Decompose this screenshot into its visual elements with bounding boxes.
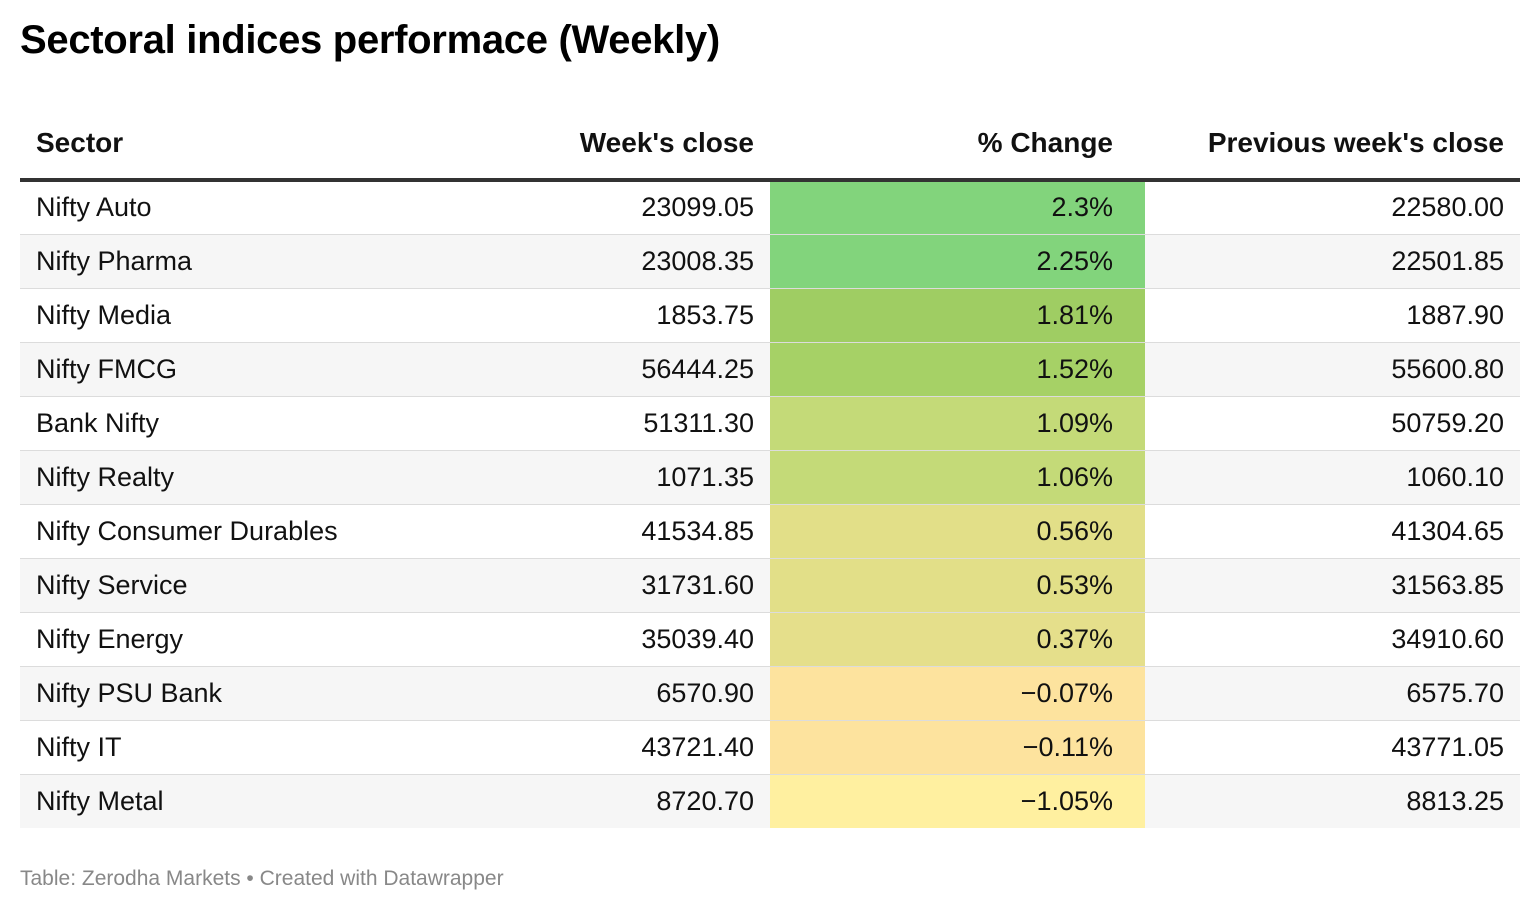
cell-previous-close: 43771.05: [1145, 720, 1520, 775]
cell-weeks-close: 51311.30: [395, 396, 770, 451]
cell-sector: Nifty Realty: [20, 450, 395, 505]
cell-previous-close: 22501.85: [1145, 234, 1520, 289]
cell-weeks-close: 43721.40: [395, 720, 770, 775]
table-row: Nifty PSU Bank 6570.90 −0.07% 6575.70: [20, 666, 1520, 721]
cell-sector: Bank Nifty: [20, 396, 395, 451]
cell-weeks-close: 56444.25: [395, 342, 770, 397]
cell-weeks-close: 8720.70: [395, 774, 770, 828]
cell-percent-change: 0.56%: [770, 504, 1145, 559]
cell-previous-close: 1060.10: [1145, 450, 1520, 505]
cell-percent-change: 0.53%: [770, 558, 1145, 613]
cell-weeks-close: 1853.75: [395, 288, 770, 343]
cell-previous-close: 8813.25: [1145, 774, 1520, 828]
cell-sector: Nifty Service: [20, 558, 395, 613]
table-header: Sector Week's close % Change Previous we…: [20, 108, 1520, 182]
cell-percent-change: 2.3%: [770, 180, 1145, 235]
cell-sector: Nifty Metal: [20, 774, 395, 828]
cell-sector: Nifty PSU Bank: [20, 666, 395, 721]
cell-previous-close: 34910.60: [1145, 612, 1520, 667]
cell-weeks-close: 41534.85: [395, 504, 770, 559]
table-row: Bank Nifty 51311.30 1.09% 50759.20: [20, 396, 1520, 451]
cell-percent-change: 1.09%: [770, 396, 1145, 451]
table-row: Nifty Service 31731.60 0.53% 31563.85: [20, 558, 1520, 613]
cell-sector: Nifty FMCG: [20, 342, 395, 397]
sector-table: Sector Week's close % Change Previous we…: [20, 108, 1520, 828]
table-row: Nifty Realty 1071.35 1.06% 1060.10: [20, 450, 1520, 505]
table-row: Nifty FMCG 56444.25 1.52% 55600.80: [20, 342, 1520, 397]
table-row: Nifty IT 43721.40 −0.11% 43771.05: [20, 720, 1520, 775]
cell-previous-close: 50759.20: [1145, 396, 1520, 451]
table-row: Nifty Media 1853.75 1.81% 1887.90: [20, 288, 1520, 343]
cell-previous-close: 41304.65: [1145, 504, 1520, 559]
cell-percent-change: 1.52%: [770, 342, 1145, 397]
header-row: Sector Week's close % Change Previous we…: [20, 108, 1520, 182]
cell-percent-change: 2.25%: [770, 234, 1145, 289]
cell-percent-change: 1.81%: [770, 288, 1145, 343]
cell-percent-change: 0.37%: [770, 612, 1145, 667]
header-previous-close: Previous week's close: [1145, 108, 1520, 182]
cell-weeks-close: 23099.05: [395, 180, 770, 235]
cell-sector: Nifty Energy: [20, 612, 395, 667]
cell-weeks-close: 1071.35: [395, 450, 770, 505]
table-row: Nifty Consumer Durables 41534.85 0.56% 4130…: [20, 504, 1520, 559]
header-weeks-close: Week's close: [395, 108, 770, 182]
cell-weeks-close: 31731.60: [395, 558, 770, 613]
sector-table-container: Sector Week's close % Change Previous we…: [20, 108, 1520, 828]
cell-previous-close: 55600.80: [1145, 342, 1520, 397]
cell-weeks-close: 23008.35: [395, 234, 770, 289]
cell-sector: Nifty IT: [20, 720, 395, 775]
table-row: Nifty Energy 35039.40 0.37% 34910.60: [20, 612, 1520, 667]
table-row: Nifty Metal 8720.70 −1.05% 8813.25: [20, 774, 1520, 828]
cell-sector: Nifty Auto: [20, 180, 395, 235]
cell-sector: Nifty Media: [20, 288, 395, 343]
cell-percent-change: −0.11%: [770, 720, 1145, 775]
table-row: Nifty Auto 23099.05 2.3% 22580.00: [20, 180, 1520, 235]
chart-title: Sectoral indices performace (Weekly): [20, 18, 720, 62]
table-body: Nifty Auto 23099.05 2.3% 22580.00 Nifty Phar…: [20, 180, 1520, 828]
source-footer: Table: Zerodha Markets • Created with Da…: [20, 867, 504, 890]
cell-percent-change: 1.06%: [770, 450, 1145, 505]
cell-previous-close: 31563.85: [1145, 558, 1520, 613]
cell-percent-change: −0.07%: [770, 666, 1145, 721]
cell-previous-close: 1887.90: [1145, 288, 1520, 343]
cell-weeks-close: 35039.40: [395, 612, 770, 667]
header-percent-change: % Change: [770, 108, 1145, 182]
cell-sector: Nifty Pharma: [20, 234, 395, 289]
cell-sector: Nifty Consumer Durables: [20, 504, 395, 559]
cell-percent-change: −1.05%: [770, 774, 1145, 828]
table-row: Nifty Pharma 23008.35 2.25% 22501.85: [20, 234, 1520, 289]
cell-previous-close: 22580.00: [1145, 180, 1520, 235]
cell-previous-close: 6575.70: [1145, 666, 1520, 721]
header-sector: Sector: [20, 108, 395, 182]
cell-weeks-close: 6570.90: [395, 666, 770, 721]
